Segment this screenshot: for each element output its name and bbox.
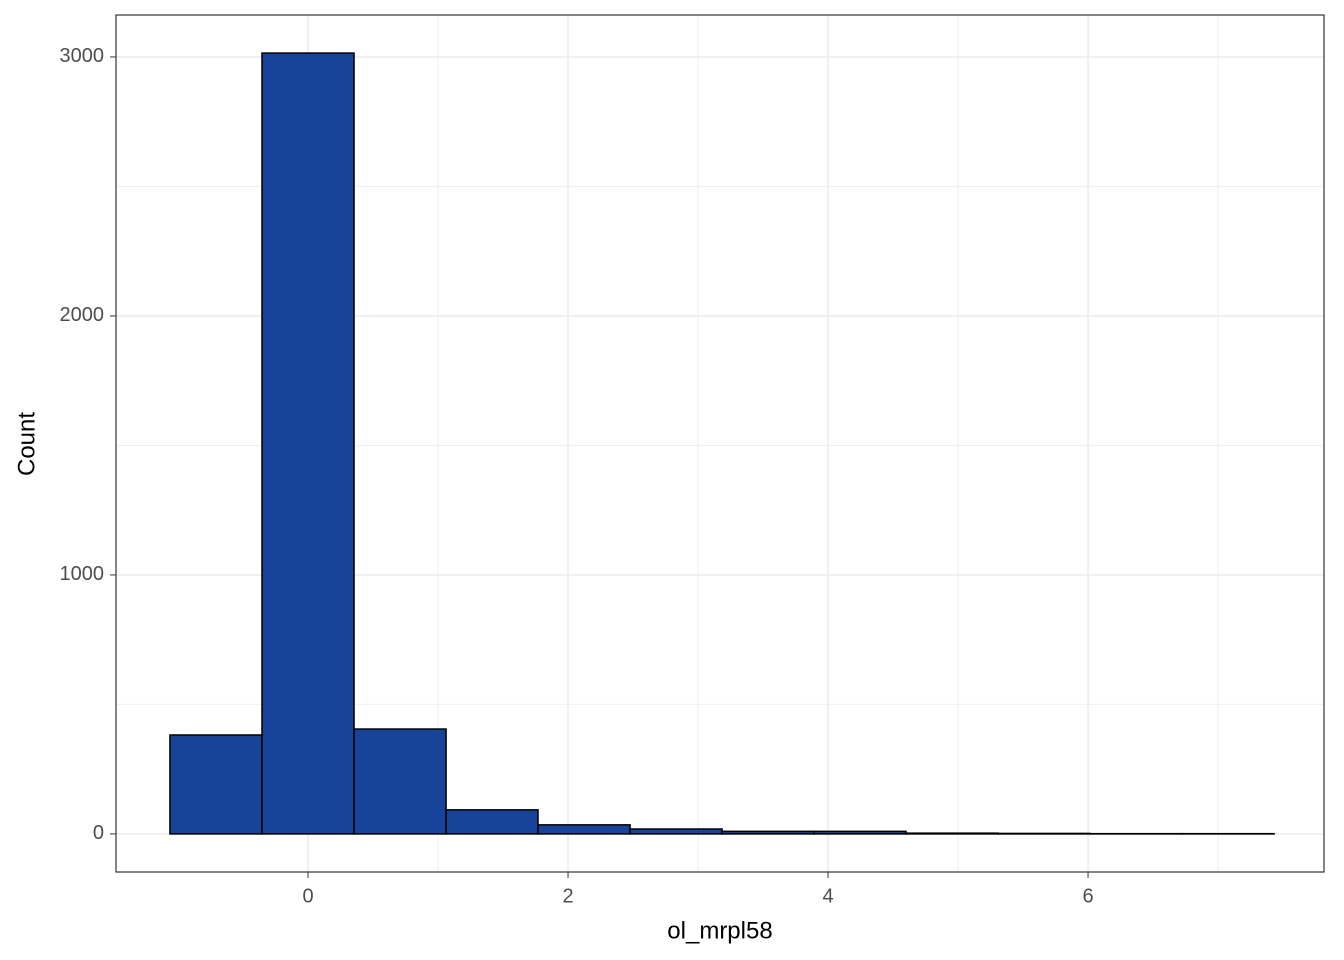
x-tick-label: 4 bbox=[822, 885, 833, 907]
y-tick-label: 3000 bbox=[60, 45, 105, 67]
x-tick-label: 0 bbox=[302, 885, 313, 907]
plot-border bbox=[115, 14, 1325, 873]
bar bbox=[169, 734, 263, 835]
bar bbox=[813, 830, 907, 835]
bar bbox=[997, 832, 1091, 835]
bar bbox=[445, 809, 539, 835]
y-axis-title: Count bbox=[13, 412, 40, 476]
bar bbox=[353, 728, 447, 835]
bar bbox=[629, 828, 723, 835]
y-tick-label: 2000 bbox=[60, 304, 105, 326]
bar bbox=[261, 52, 355, 835]
bar bbox=[721, 830, 815, 835]
x-axis-title: ol_mrpl58 bbox=[667, 917, 772, 944]
y-tick-label: 1000 bbox=[60, 563, 105, 585]
bar bbox=[905, 832, 999, 835]
bar bbox=[537, 824, 631, 835]
y-tick-label: 0 bbox=[93, 822, 104, 844]
x-tick-label: 2 bbox=[562, 885, 573, 907]
x-tick-label: 6 bbox=[1082, 885, 1093, 907]
